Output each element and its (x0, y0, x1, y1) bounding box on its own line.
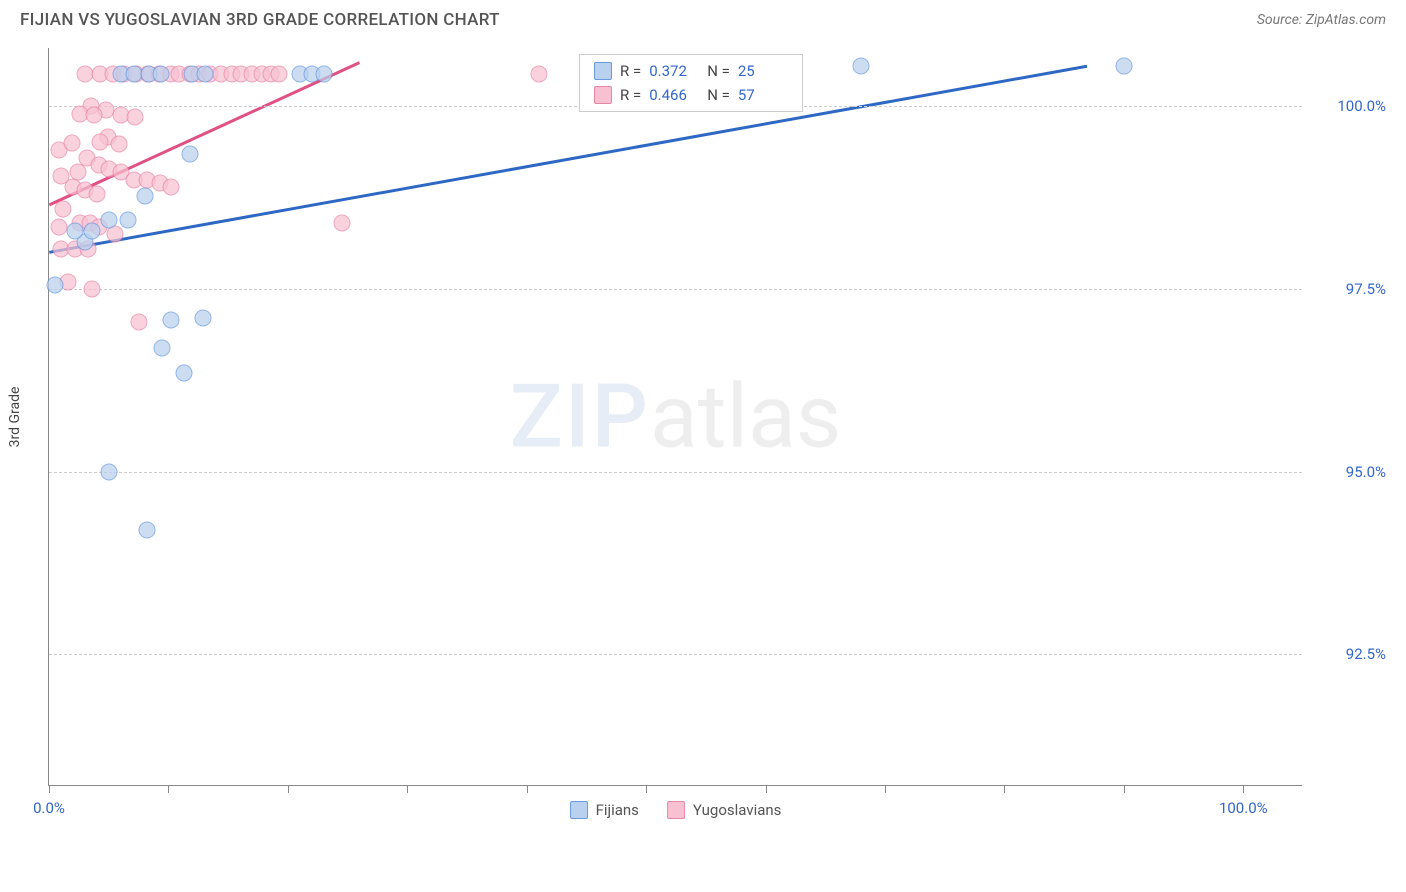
bottom-legend: Fijians Yugoslavians (570, 801, 782, 819)
scatter-point (1115, 58, 1132, 75)
scatter-point (853, 58, 870, 75)
source-name: ZipAtlas.com (1306, 12, 1386, 28)
scatter-point (86, 107, 103, 124)
scatter-point (162, 178, 179, 195)
scatter-point (125, 65, 142, 82)
scatter-point (100, 211, 117, 228)
source-credit: Source: ZipAtlas.com (1257, 12, 1386, 28)
x-tick (407, 785, 408, 793)
x-tick-label: 100.0% (1219, 799, 1268, 817)
watermark-part1: ZIP (510, 365, 650, 468)
x-tick (527, 785, 528, 793)
y-tick-label: 97.5% (1316, 280, 1386, 298)
x-tick (1243, 785, 1244, 793)
y-tick-label: 95.0% (1316, 463, 1386, 481)
scatter-point (136, 187, 153, 204)
legend-swatch (667, 801, 685, 819)
legend-swatch (594, 62, 612, 80)
watermark-part2: atlas (650, 365, 841, 468)
stat-r-value: 0.372 (649, 62, 699, 80)
bottom-legend-item: Yugoslavians (667, 801, 782, 819)
scatter-point (67, 222, 84, 239)
legend-swatch (594, 86, 612, 104)
scatter-point (130, 314, 147, 331)
trend-lines-layer (49, 48, 1302, 785)
watermark: ZIPatlas (510, 365, 842, 468)
scatter-point (119, 211, 136, 228)
scatter-point (153, 65, 170, 82)
scatter-point (126, 109, 143, 126)
x-tick (885, 785, 886, 793)
chart-header: FIJIAN VS YUGOSLAVIAN 3RD GRADE CORRELAT… (0, 0, 1406, 36)
x-tick (1124, 785, 1125, 793)
stat-n-value: 57 (738, 86, 788, 104)
scatter-point (83, 222, 100, 239)
x-tick (168, 785, 169, 793)
scatter-point (63, 134, 80, 151)
scatter-point (138, 522, 155, 539)
scatter-point (175, 365, 192, 382)
scatter-point (106, 226, 123, 243)
legend-swatch (570, 801, 588, 819)
x-tick-label: 0.0% (33, 799, 65, 817)
scatter-point (100, 463, 117, 480)
scatter-point (315, 65, 332, 82)
x-tick (49, 785, 50, 793)
scatter-point (271, 65, 288, 82)
x-tick (1004, 785, 1005, 793)
stat-n-label: N = (707, 62, 730, 80)
gridline-h (49, 654, 1302, 655)
y-tick-label: 92.5% (1316, 645, 1386, 663)
x-tick (646, 785, 647, 793)
stat-r-label: R = (620, 86, 641, 104)
scatter-point (46, 277, 63, 294)
scatter-point (76, 65, 93, 82)
scatter-point (197, 65, 214, 82)
legend-stats: R = 0.372 N = 25 R = 0.466 N = 57 (579, 54, 803, 112)
scatter-point (92, 133, 109, 150)
source-prefix: Source: (1257, 12, 1306, 28)
chart-title: FIJIAN VS YUGOSLAVIAN 3RD GRADE CORRELAT… (20, 10, 500, 30)
scatter-point (69, 164, 86, 181)
legend-stats-row: R = 0.466 N = 57 (580, 83, 802, 107)
legend-series-label: Yugoslavians (693, 801, 782, 819)
x-tick (766, 785, 767, 793)
scatter-point (181, 145, 198, 162)
chart-container: ZIPatlas 3rd Grade 92.5%95.0%97.5%100.0%… (48, 48, 1386, 832)
y-tick-label: 100.0% (1316, 97, 1386, 115)
y-axis-title: 3rd Grade (7, 386, 23, 447)
trend-line (49, 66, 1087, 252)
plot-area: ZIPatlas 3rd Grade 92.5%95.0%97.5%100.0%… (48, 48, 1302, 786)
gridline-h (49, 289, 1302, 290)
scatter-point (83, 281, 100, 298)
scatter-point (52, 167, 69, 184)
scatter-point (154, 339, 171, 356)
stat-r-value: 0.466 (649, 86, 699, 104)
scatter-point (55, 200, 72, 217)
stat-n-value: 25 (738, 62, 788, 80)
x-tick (288, 785, 289, 793)
stat-n-label: N = (707, 86, 730, 104)
legend-series-label: Fijians (596, 801, 639, 819)
scatter-point (50, 219, 67, 236)
scatter-point (195, 310, 212, 327)
scatter-point (530, 65, 547, 82)
scatter-point (333, 215, 350, 232)
stat-r-label: R = (620, 62, 641, 80)
scatter-point (111, 136, 128, 153)
scatter-point (88, 186, 105, 203)
gridline-h (49, 472, 1302, 473)
scatter-point (162, 311, 179, 328)
legend-stats-row: R = 0.372 N = 25 (580, 59, 802, 83)
bottom-legend-item: Fijians (570, 801, 639, 819)
